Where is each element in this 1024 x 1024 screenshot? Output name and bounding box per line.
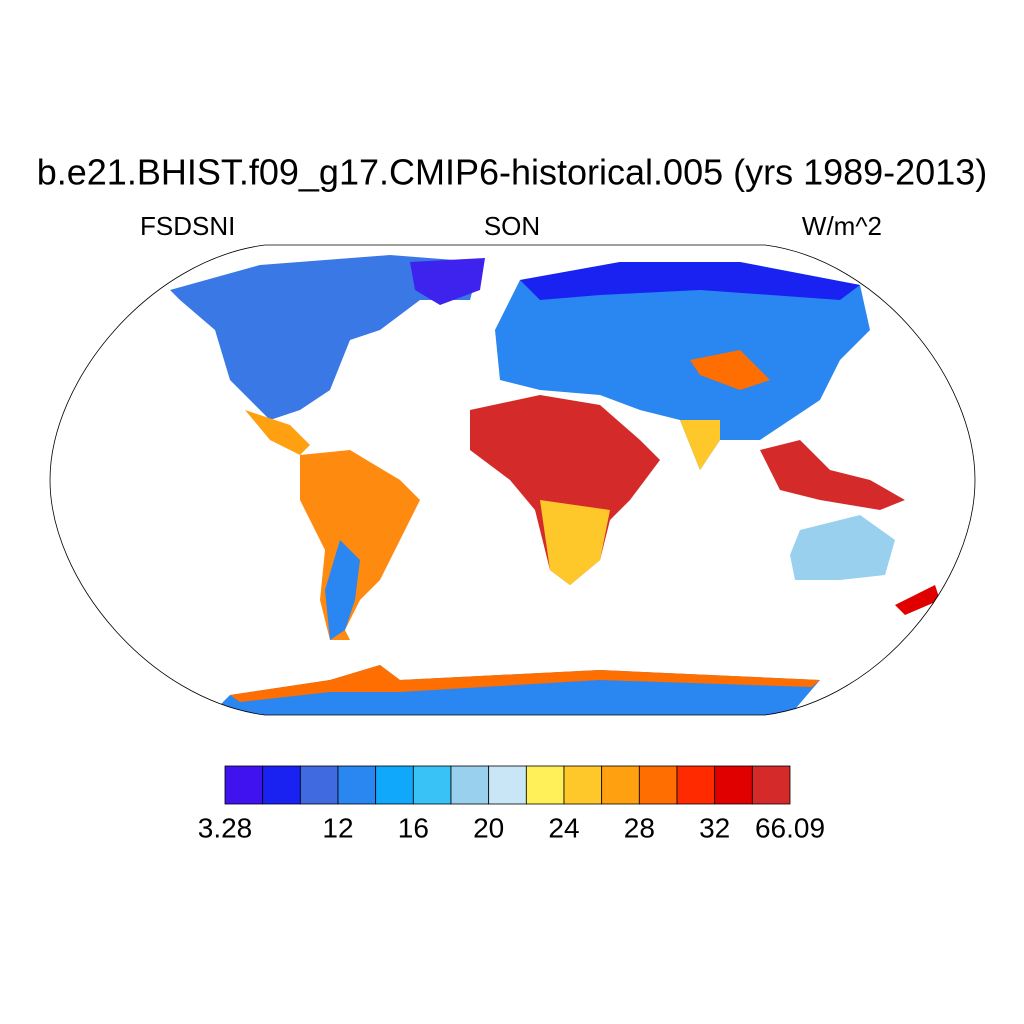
colorbar-box: [488, 765, 527, 805]
antarctica-coast: [230, 665, 820, 702]
colorbar-box: [412, 765, 452, 805]
central-america: [245, 410, 310, 455]
colorbar-label: 32: [699, 812, 730, 843]
colorbar-box: [638, 765, 678, 805]
colorbar-box: [375, 765, 414, 805]
southern-africa: [540, 500, 610, 585]
colorbar-box: [337, 765, 377, 805]
map: [49, 244, 976, 716]
andes: [325, 540, 360, 640]
colorbar-label: 20: [473, 812, 504, 843]
colorbar: 3.28 12 16 20 24 28 32 66.09: [198, 765, 825, 843]
colorbar-box: [714, 765, 753, 805]
center-string: SON: [484, 211, 540, 241]
new-zealand: [895, 585, 940, 615]
left-string: FSDSNI: [140, 211, 235, 241]
colorbar-label: 66.09: [755, 812, 825, 843]
india: [680, 420, 720, 470]
map-border: [49, 244, 976, 716]
colorbar-box: [450, 765, 490, 805]
colorbar-box: [601, 765, 640, 805]
indonesia: [760, 440, 905, 510]
colorbar-box: [262, 765, 301, 805]
africa: [470, 395, 660, 585]
colorbar-label: 12: [322, 812, 353, 843]
land: [170, 255, 940, 715]
colorbar-label: 3.28: [198, 812, 253, 843]
arctic-eurasia: [520, 262, 860, 300]
north-america: [170, 255, 480, 420]
colorbar-box: [751, 765, 791, 805]
right-string: W/m^2: [802, 211, 882, 241]
colorbar-box: [676, 765, 716, 805]
tibet: [690, 350, 770, 390]
greenland: [410, 258, 485, 305]
title: b.e21.BHIST.f09_g17.CMIP6-historical.005…: [37, 152, 988, 193]
colorbar-box: [299, 765, 339, 805]
colorbar-box: [525, 765, 565, 805]
colorbar-label: 24: [548, 812, 579, 843]
australia: [790, 515, 895, 580]
colorbar-label: 16: [398, 812, 429, 843]
colorbar-label: 28: [624, 812, 655, 843]
colorbar-box: [563, 765, 603, 805]
colorbar-box: [224, 765, 264, 805]
eurasia: [495, 262, 870, 470]
